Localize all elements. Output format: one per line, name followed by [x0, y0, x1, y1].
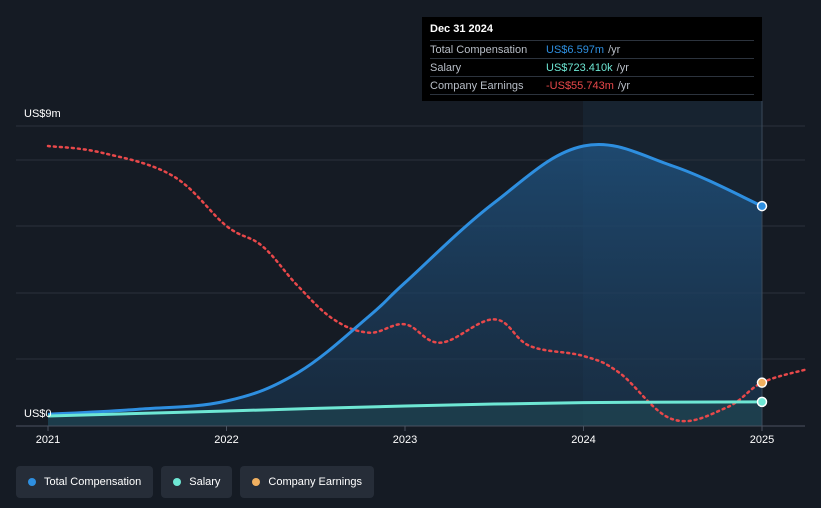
tooltip-value: US$6.597m	[546, 43, 605, 56]
company-earnings-line	[46, 144, 808, 423]
tooltip-unit: /yr	[617, 79, 631, 92]
salary-area	[48, 401, 762, 426]
tooltip-row-company-earnings: Company Earnings -US$55.743m /yr	[430, 76, 754, 95]
legend: Total Compensation Salary Company Earnin…	[16, 466, 374, 498]
x-tick-label: 2025	[750, 434, 774, 446]
tooltip: Dec 31 2024 Total Compensation US$6.597m…	[422, 17, 762, 101]
hover-markers	[756, 200, 768, 408]
tooltip-unit: /yr	[616, 61, 629, 74]
total-compensation-marker	[756, 200, 768, 212]
x-tick-label: 2022	[214, 434, 238, 446]
tooltip-value: US$723.410k	[546, 61, 613, 74]
legend-item-total-compensation[interactable]: Total Compensation	[16, 466, 154, 498]
legend-dot-icon	[252, 478, 261, 486]
legend-item-salary[interactable]: Salary	[161, 466, 233, 498]
compensation-chart: 2021 2022 2023 2024 2025	[16, 101, 808, 446]
legend-dot-icon	[173, 478, 182, 486]
tooltip-label: Salary	[430, 61, 462, 74]
company-earnings-marker	[756, 377, 768, 388]
legend-dot-icon	[28, 478, 36, 486]
tooltip-label: Total Compensation	[430, 43, 528, 56]
salary-line	[47, 400, 763, 418]
tooltip-value: -US$55.743m	[546, 79, 614, 92]
x-tick-label: 2023	[393, 434, 417, 446]
tooltip-date: Dec 31 2024	[430, 23, 493, 35]
salary-marker	[756, 396, 768, 408]
y-axis-min-label: US$0	[24, 408, 52, 420]
x-tick-label: 2024	[571, 434, 595, 446]
tooltip-row-salary: Salary US$723.410k /yr	[430, 58, 754, 76]
y-axis-max-label: US$9m	[24, 108, 61, 120]
total-compensation-area	[48, 144, 762, 426]
tooltip-label: Company Earnings	[430, 79, 524, 92]
total-compensation-line	[47, 143, 763, 416]
tooltip-unit: /yr	[608, 43, 621, 56]
x-tick-label: 2021	[36, 434, 60, 446]
x-axis-ticks: 2021 2022 2023 2024 2025	[36, 426, 774, 446]
legend-label: Salary	[189, 476, 221, 488]
tooltip-row-total-compensation: Total Compensation US$6.597m /yr	[430, 40, 754, 58]
legend-label: Company Earnings	[268, 476, 362, 488]
legend-item-company-earnings[interactable]: Company Earnings	[240, 466, 374, 498]
legend-label: Total Compensation	[44, 476, 142, 488]
